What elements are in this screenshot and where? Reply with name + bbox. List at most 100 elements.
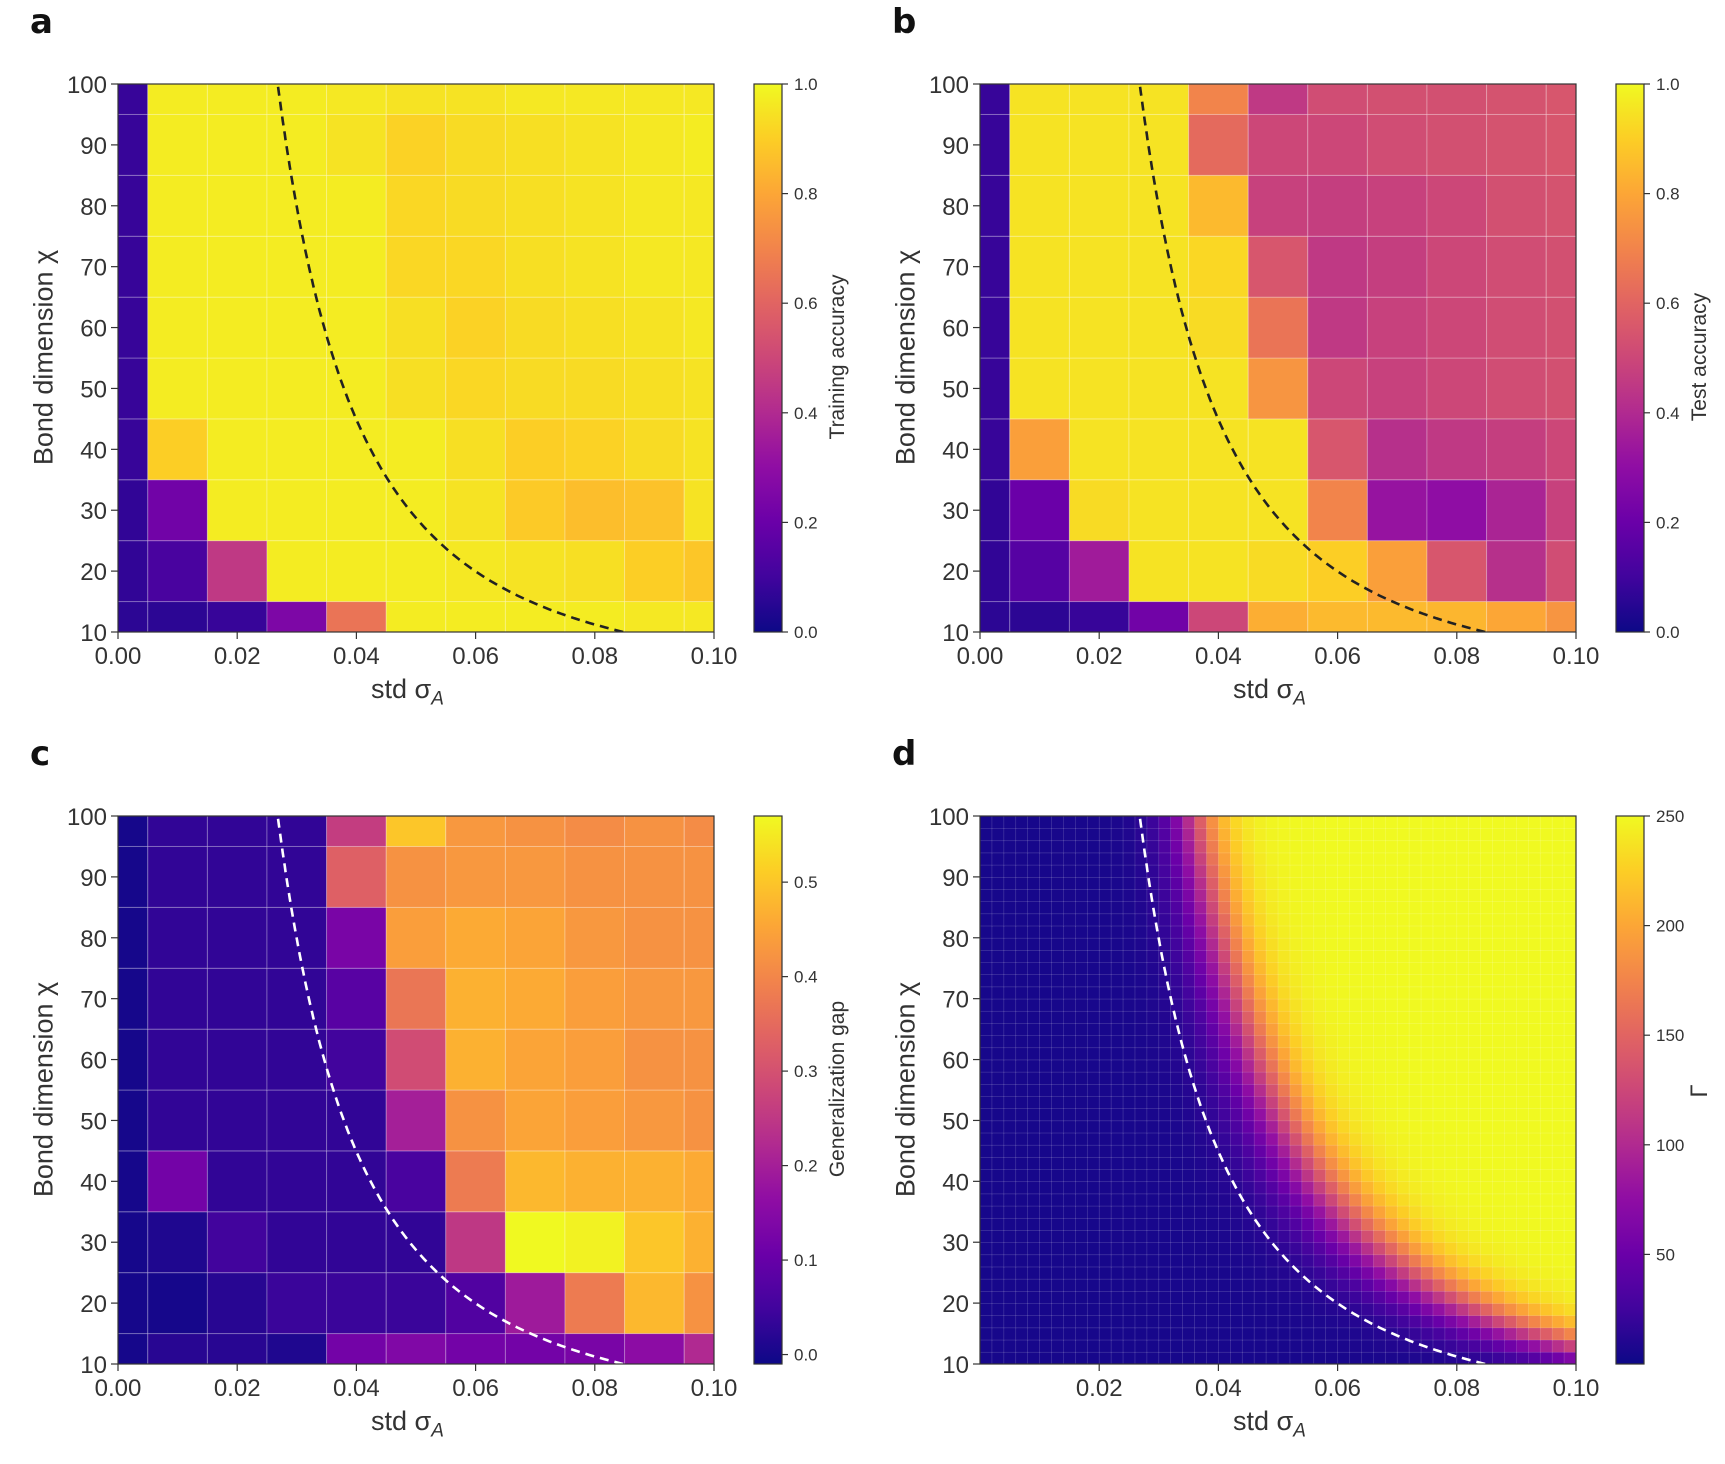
heatmap-cell bbox=[1265, 1034, 1279, 1049]
heatmap-cell bbox=[1277, 1302, 1291, 1316]
heatmap-cell bbox=[1277, 1266, 1291, 1280]
heatmap-cell bbox=[1325, 1266, 1339, 1280]
heatmap-cell bbox=[1206, 937, 1220, 951]
heatmap-cell bbox=[1265, 925, 1279, 939]
heatmap-cell bbox=[1373, 900, 1386, 915]
heatmap-cell bbox=[1241, 852, 1255, 866]
heatmap-cell bbox=[1384, 1314, 1398, 1329]
heatmap-cell bbox=[1373, 827, 1386, 842]
heatmap-cell bbox=[1325, 1168, 1339, 1183]
heatmap-cell bbox=[1408, 864, 1422, 878]
heatmap-cell bbox=[1134, 1107, 1148, 1122]
heatmap-cell bbox=[1408, 1241, 1422, 1256]
heatmap-cell bbox=[1063, 827, 1077, 842]
heatmap-cell bbox=[1349, 827, 1363, 842]
heatmap-cell bbox=[1313, 1047, 1327, 1061]
heatmap-cell bbox=[1289, 937, 1303, 951]
heatmap-cell bbox=[1015, 1181, 1029, 1195]
heatmap-cell bbox=[1444, 1132, 1458, 1146]
heatmap-cell bbox=[1384, 1095, 1398, 1109]
heatmap-cell bbox=[266, 113, 328, 176]
heatmap-cell bbox=[1337, 1010, 1351, 1024]
heatmap-cell bbox=[1504, 949, 1518, 963]
heatmap-cell bbox=[1277, 1034, 1291, 1049]
heatmap-cell bbox=[1241, 1168, 1255, 1183]
colorbar-tick-label: 0.0 bbox=[1656, 623, 1680, 642]
heatmap-cell bbox=[1075, 1217, 1088, 1231]
heatmap-cell bbox=[1528, 1010, 1541, 1024]
heatmap-cell bbox=[1086, 998, 1100, 1012]
heatmap-cell bbox=[1146, 1071, 1160, 1085]
heatmap-cell bbox=[1504, 1266, 1518, 1280]
heatmap-cell bbox=[1539, 1254, 1553, 1268]
heatmap-cell bbox=[980, 418, 1011, 481]
heatmap-cell bbox=[1563, 937, 1576, 951]
heatmap-cell bbox=[1182, 937, 1196, 951]
heatmap-cell bbox=[1075, 1339, 1088, 1353]
heatmap-cell bbox=[1408, 1095, 1422, 1109]
heatmap-cell bbox=[385, 174, 447, 237]
heatmap-cell bbox=[1098, 1217, 1112, 1231]
heatmap-cell bbox=[1551, 1278, 1565, 1292]
heatmap-cell bbox=[1313, 1083, 1327, 1097]
heatmap-cell bbox=[1444, 1205, 1458, 1219]
heatmap-cell bbox=[1366, 113, 1428, 176]
heatmap-cell bbox=[266, 1028, 328, 1091]
heatmap-cell bbox=[1218, 1010, 1232, 1024]
heatmap-cell bbox=[1098, 1034, 1112, 1049]
heatmap-cell bbox=[1384, 986, 1398, 1000]
heatmap-cell bbox=[1194, 1168, 1208, 1183]
heatmap-cell bbox=[1349, 1229, 1363, 1243]
heatmap-cell bbox=[1289, 1059, 1303, 1073]
heatmap-cell bbox=[1480, 1205, 1494, 1219]
heatmap-cell bbox=[1563, 888, 1576, 902]
heatmap-cell bbox=[1456, 1107, 1470, 1122]
heatmap-cell bbox=[980, 1339, 993, 1353]
heatmap-cell bbox=[1492, 1132, 1506, 1146]
heatmap-cell bbox=[1539, 937, 1553, 951]
heatmap-cell bbox=[1325, 1351, 1339, 1364]
heatmap-cell bbox=[1420, 949, 1434, 963]
heatmap-cell bbox=[1468, 986, 1482, 1000]
heatmap-cell bbox=[1492, 888, 1506, 902]
heatmap-cell bbox=[1015, 1156, 1029, 1170]
heatmap-cell bbox=[1027, 1302, 1041, 1316]
heatmap-cell bbox=[1134, 949, 1148, 963]
heatmap-cell bbox=[1146, 1205, 1160, 1219]
heatmap-cell bbox=[1349, 1181, 1363, 1195]
heatmap-cell bbox=[1301, 937, 1315, 951]
heatmap-cell bbox=[1408, 1047, 1422, 1061]
heatmap-cell bbox=[1420, 961, 1434, 976]
heatmap-cell bbox=[1039, 888, 1053, 902]
heatmap-cell bbox=[980, 998, 993, 1012]
heatmap-cell bbox=[1039, 937, 1053, 951]
heatmap-cell bbox=[1051, 1168, 1065, 1183]
heatmap-cell bbox=[1051, 1339, 1065, 1353]
heatmap-cell bbox=[1408, 876, 1422, 890]
colorbar-tick-label: 0.6 bbox=[1656, 294, 1680, 313]
heatmap-cell bbox=[1206, 1132, 1220, 1146]
heatmap-cell bbox=[1492, 961, 1506, 976]
heatmap-cell bbox=[1539, 840, 1553, 854]
heatmap-cell bbox=[1218, 816, 1232, 829]
heatmap-cell bbox=[1110, 816, 1124, 829]
heatmap-cell bbox=[564, 418, 626, 481]
heatmap-cell bbox=[1456, 1010, 1470, 1024]
heatmap-cell bbox=[1361, 1205, 1375, 1219]
heatmap-cell bbox=[1486, 357, 1547, 420]
heatmap-cell bbox=[980, 1327, 993, 1341]
heatmap-cell bbox=[1420, 1193, 1434, 1207]
heatmap-cell bbox=[1206, 1205, 1220, 1219]
heatmap-cell bbox=[1408, 900, 1422, 915]
heatmap-cell bbox=[1337, 1290, 1351, 1304]
heatmap-cell bbox=[1241, 1302, 1255, 1316]
heatmap-cell bbox=[1194, 852, 1208, 866]
heatmap-cell bbox=[1170, 1266, 1184, 1280]
heatmap-cell bbox=[1128, 296, 1190, 359]
heatmap-cell bbox=[1373, 1229, 1386, 1243]
heatmap-cell bbox=[1301, 1205, 1315, 1219]
heatmap-cell bbox=[1563, 864, 1576, 878]
heatmap-cell bbox=[1289, 1095, 1303, 1109]
heatmap-cell bbox=[1134, 1290, 1148, 1304]
